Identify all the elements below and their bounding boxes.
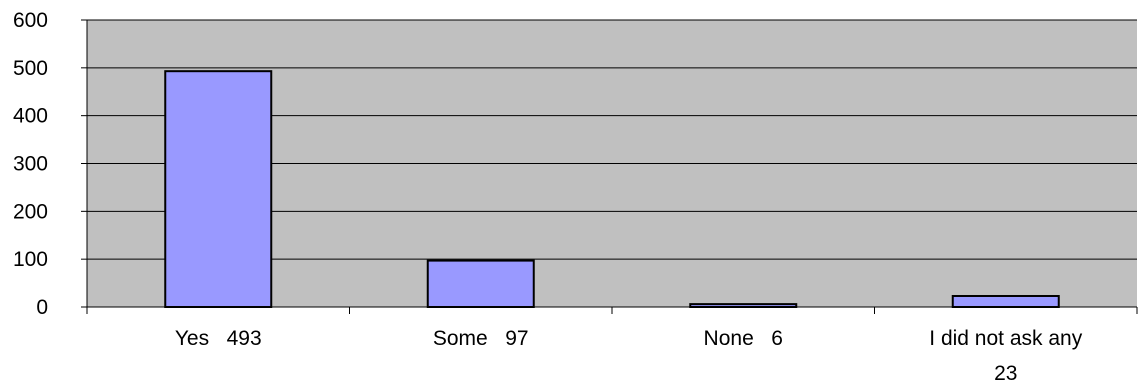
bars <box>164 70 1060 309</box>
y-tick-label: 400 <box>13 105 48 128</box>
y-tick-label: 500 <box>13 57 48 80</box>
x-tick-label: None 6 <box>704 327 783 350</box>
y-tick-label: 300 <box>13 153 48 176</box>
y-tick-label: 200 <box>13 200 48 223</box>
x-tick-label: Some 97 <box>433 327 529 350</box>
bar <box>164 70 273 308</box>
x-tick-label-count: 23 <box>994 362 1017 385</box>
y-tick-label: 100 <box>13 248 48 271</box>
x-tick-labels: Yes 493 Some 97 None 6 I did not ask any 23 <box>175 327 1083 385</box>
bar <box>951 294 1060 308</box>
bar <box>426 259 535 308</box>
x-tick-label: I did not ask any <box>929 327 1082 350</box>
y-tick-labels: 0 100 200 300 400 500 600 <box>13 9 48 319</box>
axes <box>81 19 1138 314</box>
y-tick-label: 600 <box>13 9 48 32</box>
x-tick-label: Yes 493 <box>175 327 262 350</box>
y-tick-label: 0 <box>36 296 48 319</box>
